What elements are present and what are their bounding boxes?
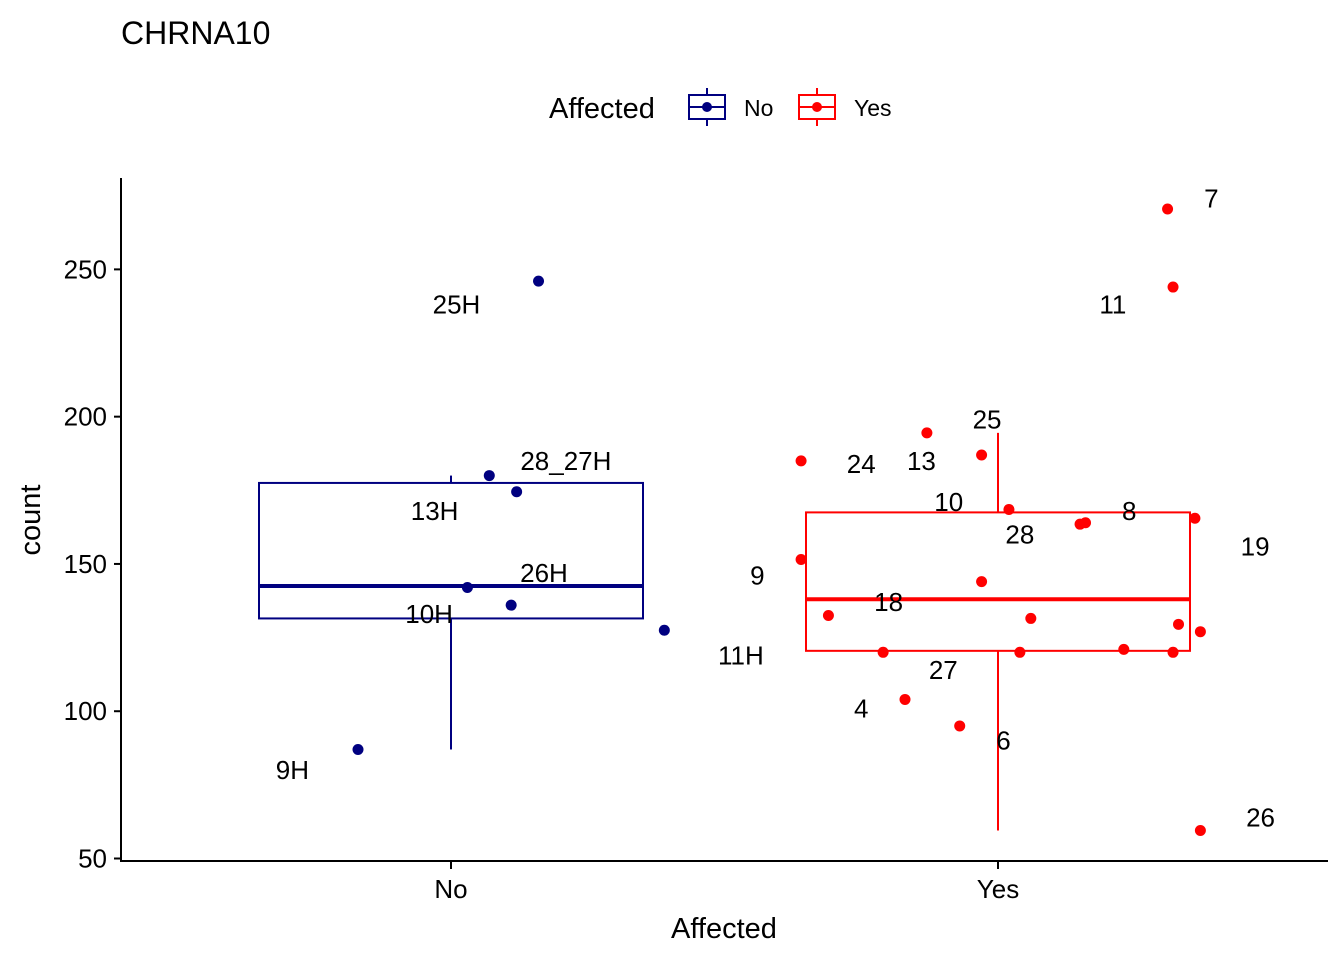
point-yes-13 xyxy=(976,449,988,461)
point-yes-7 xyxy=(1162,203,1174,215)
x-tick-label-no: No xyxy=(434,874,467,904)
point-yes-16 xyxy=(1014,646,1026,658)
point-no-9H xyxy=(352,744,364,756)
point-label-yes-10: 10 xyxy=(934,487,963,517)
point-yes-10 xyxy=(1003,503,1015,515)
point-no-26H xyxy=(461,582,473,594)
point-label-yes-26: 26 xyxy=(1246,802,1275,832)
y-tick-label-250: 250 xyxy=(64,254,107,284)
y-tick-label-100: 100 xyxy=(64,696,107,726)
point-label-no-26H: 26H xyxy=(520,558,568,588)
legend-key-no xyxy=(688,88,726,126)
point-label-yes-6: 6 xyxy=(996,726,1010,756)
point-label-no-28_27H: 28_27H xyxy=(520,446,611,476)
point-label-yes-19: 19 xyxy=(1241,531,1270,561)
legend-key-yes xyxy=(798,88,836,126)
point-label-yes-8: 8 xyxy=(1122,496,1136,526)
point-label-yes-13: 13 xyxy=(907,446,936,476)
point-yes-6 xyxy=(954,720,966,732)
point-label-yes-28: 28 xyxy=(1005,519,1034,549)
point-label-yes-24: 24 xyxy=(847,449,876,479)
point-yes-28 xyxy=(1074,518,1086,530)
x-axis: No Yes xyxy=(434,861,1019,904)
point-no-28_27H xyxy=(483,470,495,482)
point-label-yes-25: 25 xyxy=(973,405,1002,435)
point-yes-17 xyxy=(1118,643,1130,655)
point-no-13H xyxy=(511,486,523,498)
point-no-11H xyxy=(658,624,670,636)
plot-area: 25H 28_27H 13H 26H 10H 11H 9H 7 11 25 13 24 10 8 28 19 9… xyxy=(258,184,1275,837)
y-axis: 50 100 150 200 250 xyxy=(64,254,121,874)
point-yes-10 xyxy=(976,576,988,588)
point-yes-18 xyxy=(1167,646,1179,658)
point-label-no-11H: 11H xyxy=(718,640,764,670)
point-label-no-25H: 25H xyxy=(433,290,481,320)
point-label-no-10H: 10H xyxy=(405,599,453,629)
chart-title: CHRNA10 xyxy=(121,15,270,51)
y-tick-label-200: 200 xyxy=(64,402,107,432)
point-yes-25 xyxy=(921,427,933,439)
legend: Affected No Yes xyxy=(549,88,892,126)
point-label-no-13H: 13H xyxy=(411,496,459,526)
point-yes-9 xyxy=(795,554,807,566)
point-yes-13 xyxy=(1173,618,1185,630)
legend-label-no: No xyxy=(744,95,773,121)
point-no-25H xyxy=(533,275,545,287)
legend-title: Affected xyxy=(549,93,655,125)
point-label-yes-9: 9 xyxy=(750,561,764,591)
box-yes xyxy=(805,511,1191,652)
point-label-yes-27: 27 xyxy=(929,655,958,685)
point-yes-12 xyxy=(1025,612,1037,624)
point-yes-18 xyxy=(822,609,834,621)
box-no xyxy=(258,481,644,620)
point-no-10H xyxy=(505,599,517,611)
point-yes-11 xyxy=(1167,281,1179,293)
y-tick-label-150: 150 xyxy=(64,549,107,579)
y-axis-title: count xyxy=(15,485,47,556)
point-label-no-9H: 9H xyxy=(276,755,309,785)
x-tick-label-yes: Yes xyxy=(977,874,1019,904)
legend-label-yes: Yes xyxy=(854,95,892,121)
point-label-yes-18: 18 xyxy=(874,587,903,617)
point-label-yes-4: 4 xyxy=(854,693,868,723)
point-yes-24 xyxy=(795,455,807,467)
y-tick-label-50: 50 xyxy=(78,844,107,874)
point-label-yes-7: 7 xyxy=(1204,184,1218,214)
point-label-yes-11: 11 xyxy=(1099,290,1126,320)
point-yes-19 xyxy=(1189,512,1201,524)
point-yes-26 xyxy=(1194,825,1206,837)
point-yes-27 xyxy=(877,646,889,658)
point-yes-4 xyxy=(899,693,911,705)
x-axis-title: Affected xyxy=(671,913,777,945)
point-yes-14 xyxy=(1194,626,1206,638)
